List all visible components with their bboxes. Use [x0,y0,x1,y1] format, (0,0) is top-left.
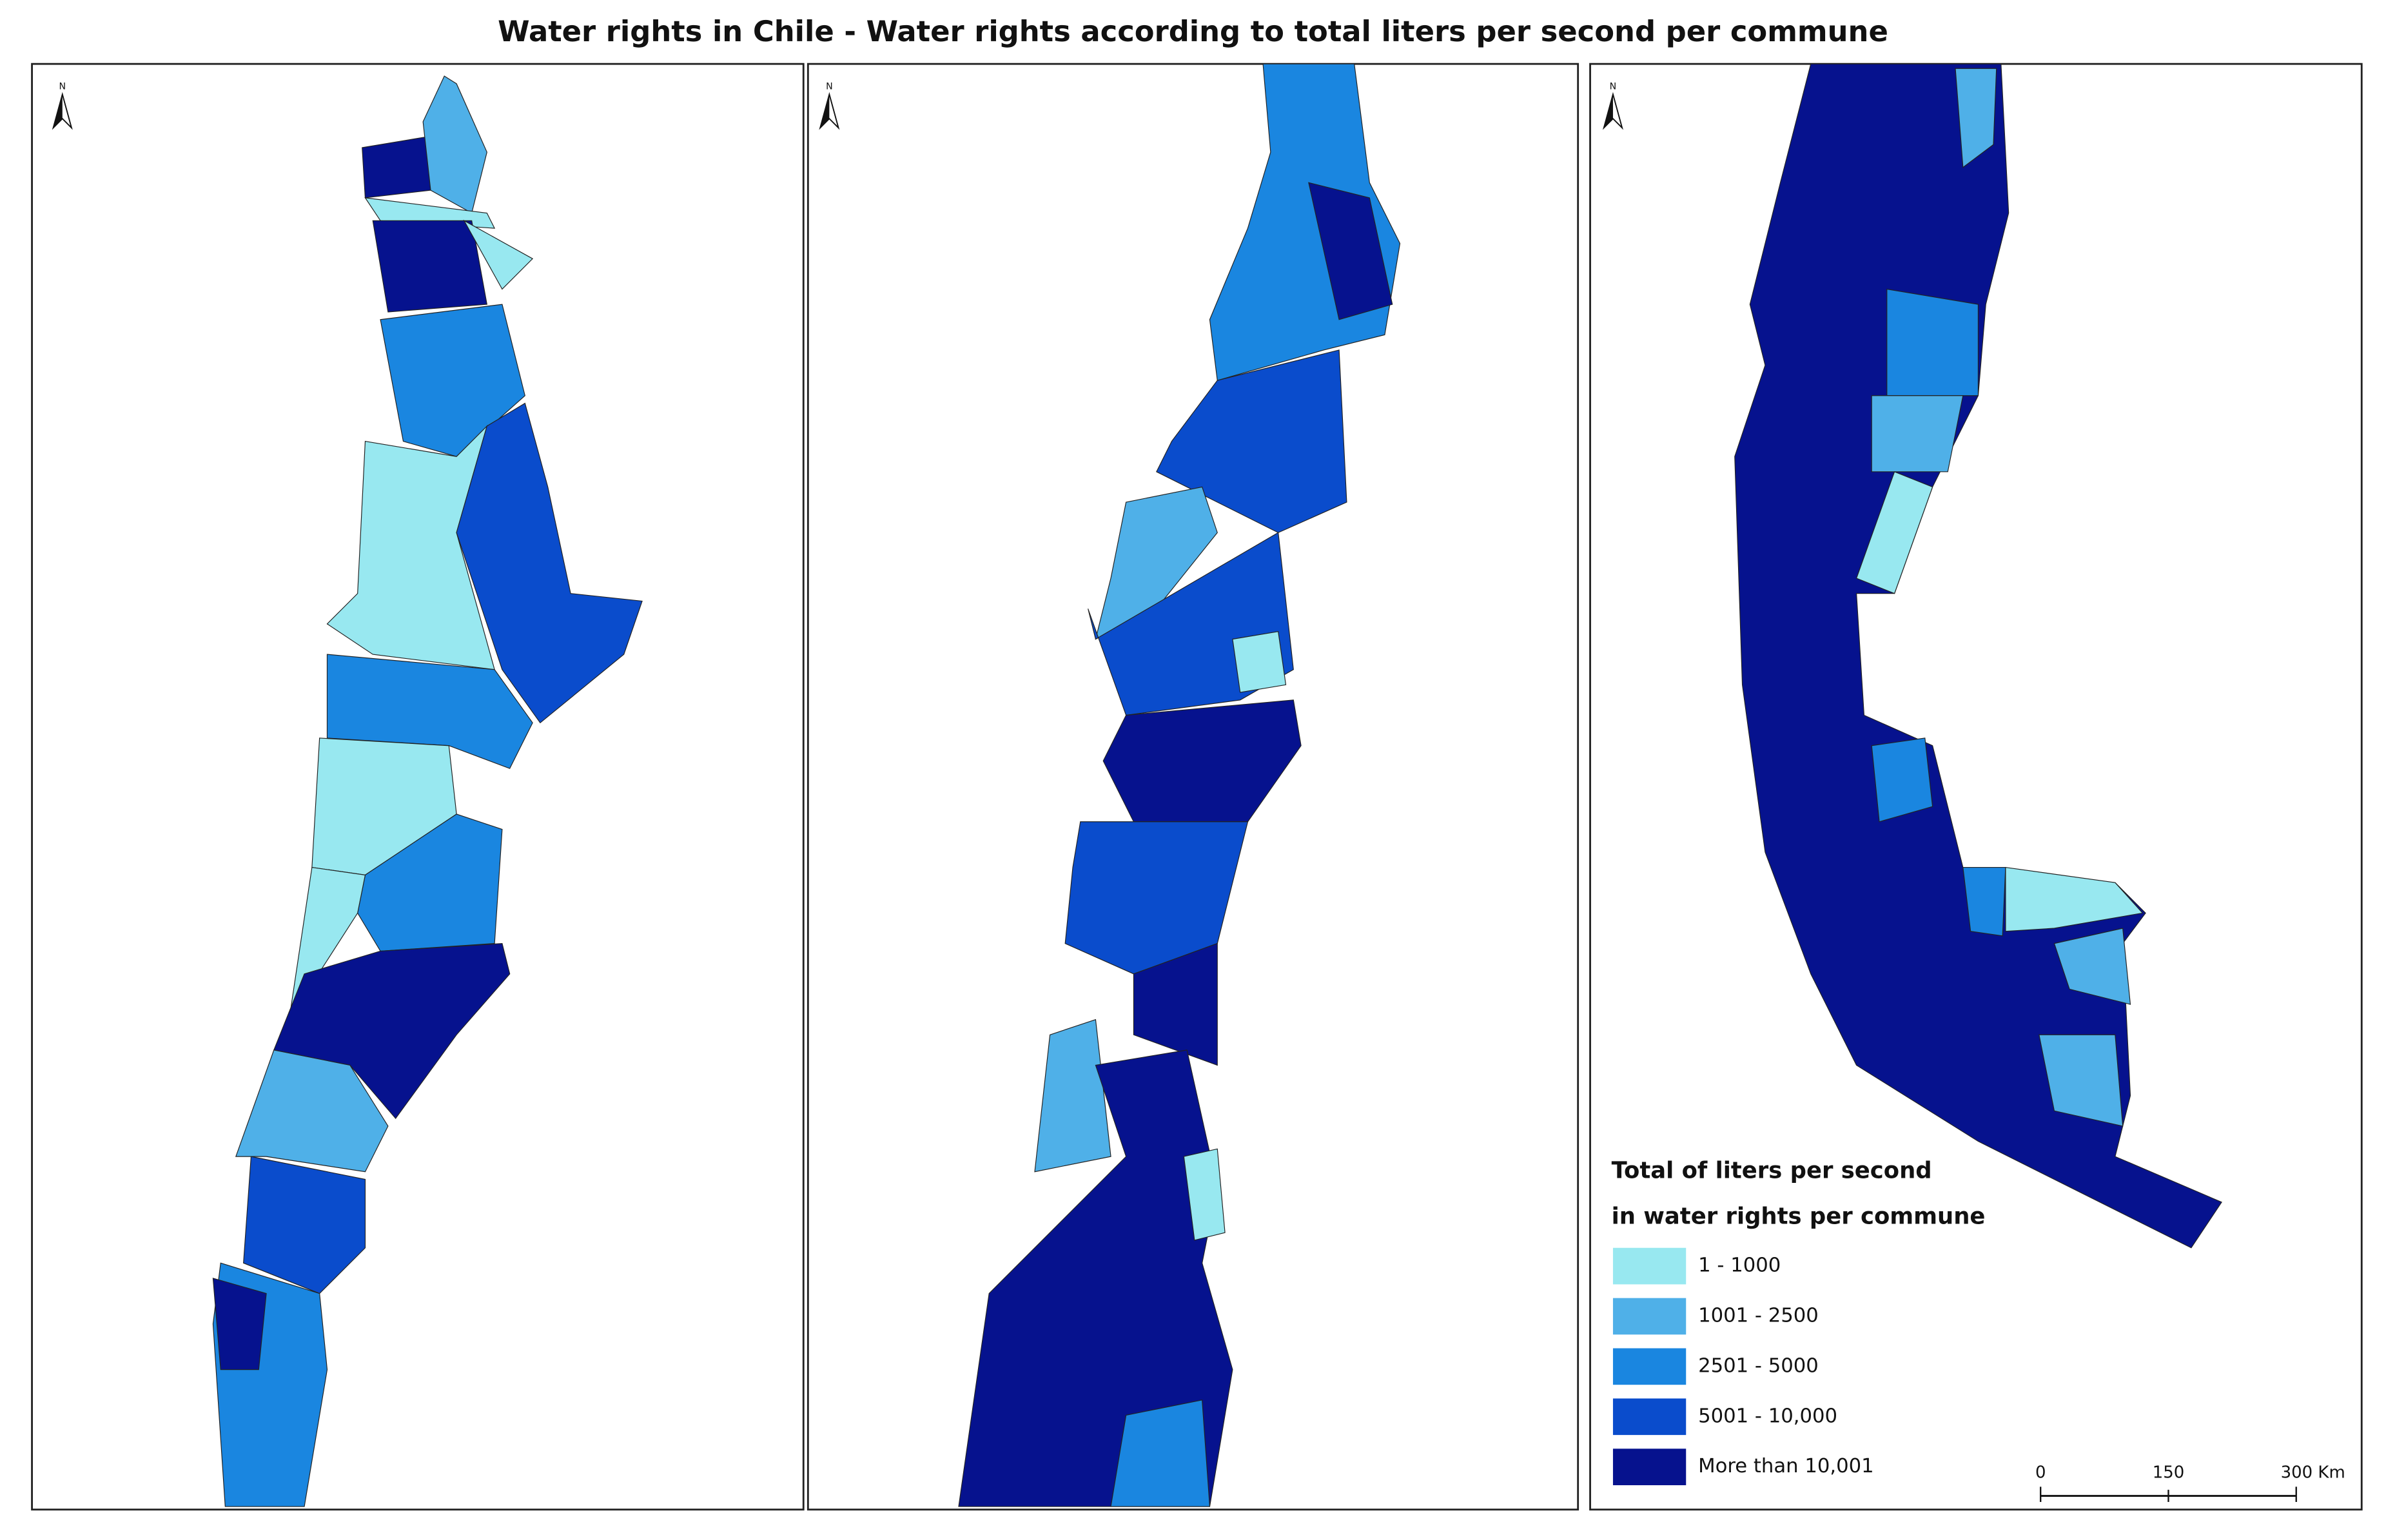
scale-label: 150 [2153,1463,2185,1483]
map-central [958,63,1401,1507]
legend-swatch [1612,1398,1687,1436]
north-arrow: N [52,82,73,130]
north-label: N [59,82,66,92]
legend: Total of liters per second in water righ… [1612,1158,1986,1486]
legend-label: 1 - 1000 [1698,1254,1781,1277]
legend-swatch [1612,1448,1687,1486]
north-arrow: N [1602,82,1623,130]
legend-label: 5001 - 10,000 [1698,1405,1837,1427]
north-arrow: N [819,82,840,130]
legend-swatch [1612,1298,1687,1335]
north-label: N [1610,82,1617,92]
legend-title: Total of liters per second [1612,1158,1932,1184]
scale-bar: 0 150 300 Km [2035,1463,2345,1502]
legend-label: 2501 - 5000 [1698,1354,1819,1377]
map-north [212,75,643,1507]
legend-swatch [1612,1247,1687,1285]
title: Water rights in Chile - Water rights acc… [498,14,1888,48]
legend-label: 1001 - 2500 [1698,1304,1819,1327]
scale-label: 300 Km [2281,1463,2345,1483]
scale-label: 0 [2035,1463,2046,1483]
map-south [1734,63,2222,1249]
legend-swatch [1612,1348,1687,1385]
legend-label: More than 10,001 [1698,1455,1874,1477]
north-label: N [826,82,833,92]
legend-title: in water rights per commune [1612,1204,1986,1230]
